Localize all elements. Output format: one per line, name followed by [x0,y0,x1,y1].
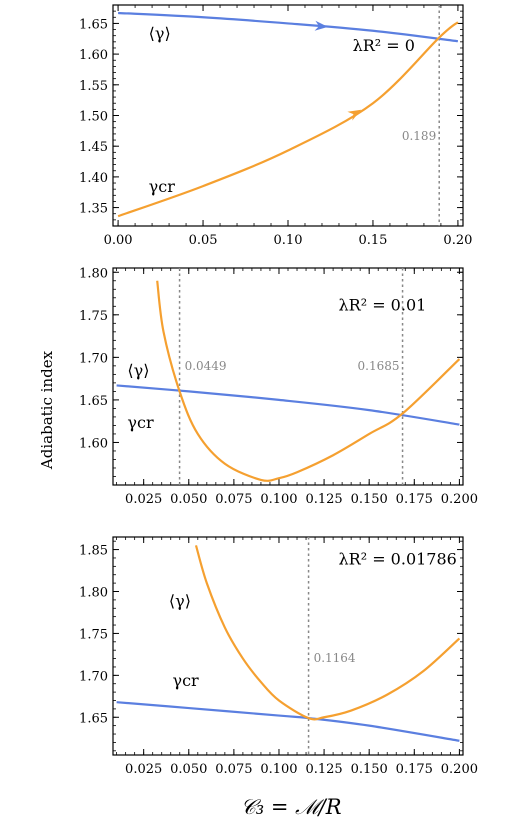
y-tick-label: 1.75 [79,309,108,324]
x-axis-title: 𝒞₃ = ℳ/R [240,795,341,819]
gamma-cr-label: γcr [149,177,176,196]
x-tick-label: 0.125 [305,492,342,507]
x-tick-label: 0.05 [189,233,218,248]
critical-value-label: 0.0449 [185,359,227,373]
gamma-cr-label: γcr [173,671,200,690]
y-tick-label: 1.60 [79,436,108,451]
critical-value-label: 0.1164 [314,651,356,665]
gamma-avg-line [116,701,460,742]
x-tick-label: 0.050 [170,492,207,507]
y-tick-label: 1.40 [79,171,108,186]
x-tick-label: 0.075 [215,492,252,507]
panel-lambda-0.01: 0.025 0.050 0.075 0.100 0.125 0.150 0.175 0.200… [79,266,478,507]
plot-frame [112,536,464,756]
series-group [116,280,461,482]
x-tick-label: 0.150 [351,492,388,507]
x-tick-label: 0.20 [443,233,472,248]
y-tick-label: 1.45 [79,140,108,155]
y-axis-title: Adiabatic index [38,350,56,470]
y-tick-label: 1.80 [79,586,108,601]
y-tick-label: 1.80 [79,266,108,281]
x-tick-label: 0.200 [441,492,478,507]
x-tick-label: 0.125 [305,762,342,777]
panel-lambda-0: 0.00 0.05 0.10 0.15 0.20 1.35 1.40 1.45 1.50 1.55… [79,4,472,248]
gamma-avg-label: ⟨γ⟩ [127,361,149,380]
y-tick-label: 1.70 [79,351,108,366]
panel-lambda-0.01786: 0.025 0.050 0.075 0.100 0.125 0.150 0.175 0.200… [79,536,478,777]
critical-value-label: 0.189 [402,129,436,143]
gamma-cr-line [156,280,461,482]
gamma-cr-arrow [347,109,362,121]
series-group [117,11,459,218]
gamma-avg-line [116,384,460,426]
critical-value-label: 0.1685 [358,359,400,373]
y-tick-label: 1.65 [79,17,108,32]
lambda-annotation: λR² = 0.01 [339,296,427,315]
y-tick-label: 1.75 [79,627,108,642]
x-tick-label: 0.10 [274,233,303,248]
lambda-annotation: λR² = 0.01786 [339,550,457,569]
y-tick-label: 1.65 [79,711,108,726]
x-tick-label: 0.075 [215,762,252,777]
x-tick-label: 0.025 [125,762,162,777]
x-tick-label: 0.100 [260,492,297,507]
gamma-avg-arrow [314,20,328,31]
gamma-cr-label: γcr [127,413,154,432]
series-group [116,545,461,742]
x-tick-label: 0.050 [170,762,207,777]
x-tick-label: 0.200 [441,762,478,777]
y-tick-label: 1.55 [79,79,108,94]
x-tick-label: 0.175 [396,762,433,777]
y-tick-label: 1.65 [79,394,108,409]
x-tick-label: 0.15 [358,233,387,248]
gamma-avg-line [118,11,459,43]
gamma-cr-line [194,545,461,721]
y-tick-label: 1.35 [79,202,108,217]
y-tick-label: 1.70 [79,669,108,684]
y-tick-label: 1.85 [79,544,108,559]
x-tick-label: 0.00 [104,233,133,248]
gamma-avg-label: ⟨γ⟩ [169,592,191,611]
y-tick-label: 1.60 [79,48,108,63]
x-tick-label: 0.025 [125,492,162,507]
lambda-annotation: λR² = 0 [353,36,415,55]
gamma-avg-label: ⟨γ⟩ [149,24,171,43]
gamma-cr-line [117,21,459,218]
x-tick-label: 0.100 [260,762,297,777]
y-tick-label: 1.50 [79,110,108,125]
x-tick-label: 0.150 [351,762,388,777]
x-tick-label: 0.175 [396,492,433,507]
